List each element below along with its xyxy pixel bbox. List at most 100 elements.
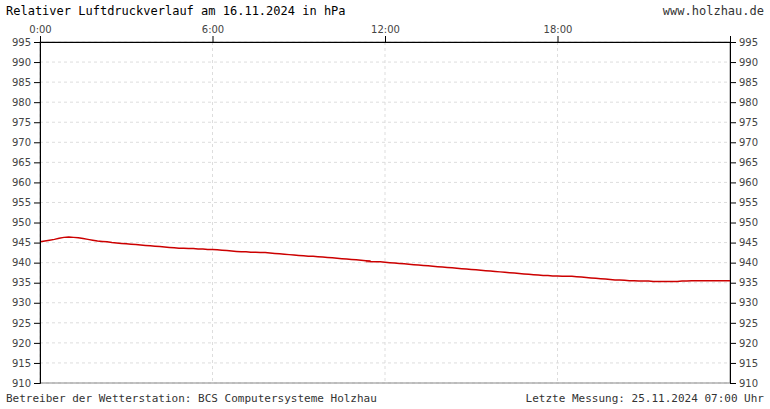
tick-mark (730, 142, 736, 143)
tick-mark (34, 202, 40, 203)
tick-label: 915 (739, 358, 758, 369)
tick-mark (34, 323, 40, 324)
tick-label: 945 (12, 237, 31, 248)
tick-label: 960 (739, 177, 758, 188)
tick-mark (34, 243, 40, 244)
tick-label: 935 (12, 277, 31, 288)
tick-label: 955 (12, 197, 31, 208)
footer-right: Letzte Messung: 25.11.2024 07:00 Uhr (526, 392, 765, 405)
tick-mark (730, 363, 736, 364)
y-axis: 910 915 920 925 930 935 940 945 950 955 960 965 970 9… (12, 37, 41, 389)
tick-label: 990 (739, 57, 758, 68)
tick-mark (730, 102, 736, 103)
tick: 965 (730, 157, 758, 168)
title: Relativer Luftdruckverlauf am 16.11.2024… (6, 4, 346, 18)
tick-label: 930 (739, 297, 758, 308)
tick: 970 (12, 137, 40, 148)
tick: 950 (12, 217, 40, 228)
chart: Relativer Luftdruckverlauf am 16.11.2024… (0, 0, 770, 409)
tick: 930 (12, 297, 40, 308)
tick: 910 (730, 378, 758, 389)
tick-mark (730, 223, 736, 224)
tick-mark (34, 162, 40, 163)
tick: 990 (730, 57, 758, 68)
tick-label: 970 (12, 137, 31, 148)
tick-mark (40, 36, 41, 42)
tick-label: 945 (739, 237, 758, 248)
grid (40, 42, 730, 383)
tick: 970 (730, 137, 758, 148)
tick-label: 955 (739, 197, 758, 208)
tick: 925 (730, 318, 758, 329)
tick-label: 985 (12, 77, 31, 88)
tick: 975 (730, 117, 758, 128)
tick-mark (730, 62, 736, 63)
tick-mark (34, 223, 40, 224)
axis-line (34, 43, 41, 384)
tick: 910 (12, 378, 40, 389)
tick-label: 915 (12, 358, 31, 369)
grid-line (212, 42, 213, 383)
tick-label: 930 (12, 297, 31, 308)
tick-mark (730, 283, 736, 284)
tick-mark (730, 383, 736, 384)
tick-label: 940 (739, 257, 758, 268)
tick-label: 960 (12, 177, 31, 188)
tick: 915 (730, 358, 758, 369)
tick-mark (730, 42, 736, 43)
tick: 965 (12, 157, 40, 168)
tick-mark (34, 102, 40, 103)
tick: 925 (12, 318, 40, 329)
tick-label: 910 (739, 378, 758, 389)
tick-label: 940 (12, 257, 31, 268)
tick-label: 985 (739, 77, 758, 88)
tick-label: 995 (12, 37, 31, 48)
tick-mark (34, 343, 40, 344)
tick-mark (34, 82, 40, 83)
tick-label: 995 (739, 37, 758, 48)
tick-mark (730, 343, 736, 344)
tick-label: 6:00 (202, 24, 224, 35)
tick: 985 (12, 77, 40, 88)
plot-frame (40, 42, 730, 383)
tick-label: 990 (12, 57, 31, 68)
tick-label: 965 (12, 157, 31, 168)
tick-label: 980 (739, 97, 758, 108)
tick-mark (730, 182, 736, 183)
tick-mark (558, 36, 559, 42)
marks (40, 237, 730, 282)
grid-line (385, 42, 386, 383)
tick: 935 (730, 277, 758, 288)
plot: 0:006:0012:0018:009109159209259309359409… (12, 24, 758, 389)
tick: 975 (12, 117, 40, 128)
tick-mark (34, 283, 40, 284)
tick: 915 (12, 358, 40, 369)
footer-left: Betreiber der Wetterstation: BCS Compute… (6, 392, 377, 405)
tick-mark (730, 162, 736, 163)
tick: 980 (730, 97, 758, 108)
axis-line (41, 36, 731, 43)
x-axis: 0:006:0012:0018:00 (29, 24, 730, 43)
y2-axis: 9109159209259309359409459509559609659709… (730, 37, 758, 389)
grid-line (557, 42, 558, 383)
grid-line (40, 322, 730, 323)
tick: 995 (730, 37, 758, 48)
tick-label: 935 (739, 277, 758, 288)
tick-mark (34, 303, 40, 304)
line (40, 237, 730, 282)
tick: 920 (12, 338, 40, 349)
tick-label: 18:00 (544, 24, 573, 35)
tick: 930 (730, 297, 758, 308)
tick-mark (730, 82, 736, 83)
tick-label: 965 (739, 157, 758, 168)
tick: 18:00 (544, 24, 573, 42)
tick: 985 (730, 77, 758, 88)
tick-label: 925 (739, 318, 758, 329)
tick: 940 (12, 257, 40, 268)
tick: 945 (12, 237, 40, 248)
tick-mark (34, 62, 40, 63)
tick-mark (730, 303, 736, 304)
tick-label: 950 (739, 217, 758, 228)
tick: 940 (730, 257, 758, 268)
tick: 945 (730, 237, 758, 248)
